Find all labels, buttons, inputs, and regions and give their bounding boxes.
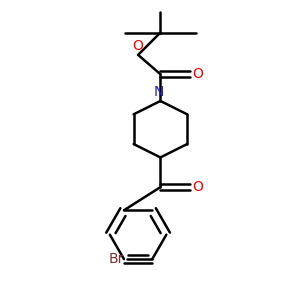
Text: O: O [193,180,203,194]
Text: O: O [193,67,203,81]
Text: Br: Br [109,252,124,266]
Text: N: N [154,85,164,100]
Text: O: O [133,39,143,53]
